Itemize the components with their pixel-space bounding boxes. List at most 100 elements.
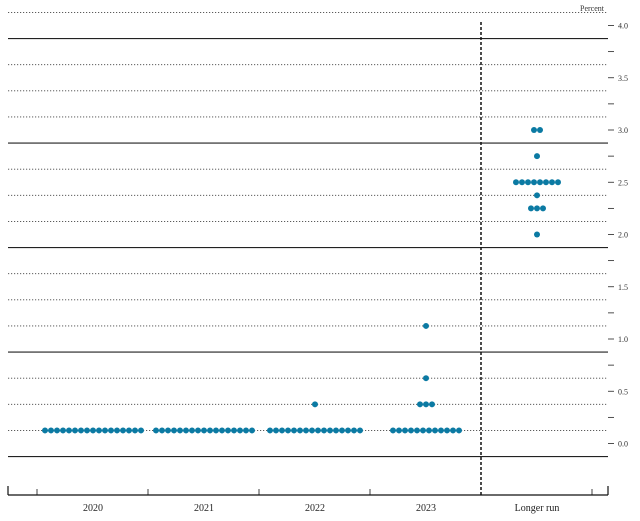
data-dot [534, 231, 540, 238]
data-dot [177, 427, 183, 434]
data-dot [219, 427, 225, 434]
data-dot [285, 427, 291, 434]
data-dot [534, 192, 540, 199]
category-labels: 2020 2021 2022 2023 Longer run [83, 503, 559, 514]
data-dot [90, 427, 96, 434]
data-dot [126, 427, 132, 434]
data-dot [96, 427, 102, 434]
data-dot [549, 179, 555, 186]
data-dot [231, 427, 237, 434]
data-dot [519, 179, 525, 186]
data-dot [534, 205, 540, 212]
data-dot [297, 427, 303, 434]
data-dot [267, 427, 273, 434]
data-dot [555, 179, 561, 186]
data-dot [72, 427, 78, 434]
y-tick-label: 1.5 [618, 283, 628, 292]
data-dot [108, 427, 114, 434]
category-label: 2021 [194, 503, 214, 514]
data-dot [339, 427, 345, 434]
y-tick-labels: 4.0 3.5 3.0 2.5 2.0 1.5 1.0 0.5 0.0 [618, 22, 628, 449]
data-dot [432, 427, 438, 434]
data-dot [102, 427, 108, 434]
data-dot [78, 427, 84, 434]
data-dot [543, 179, 549, 186]
y-tick-label: 1.0 [618, 335, 628, 344]
y-tick-label: 2.5 [618, 178, 628, 187]
category-label: 2023 [416, 503, 436, 514]
data-dot [351, 427, 357, 434]
data-dot [540, 205, 546, 212]
y-tick-label: 0.5 [618, 387, 628, 396]
data-dot [165, 427, 171, 434]
data-dot [303, 427, 309, 434]
data-dot [390, 427, 396, 434]
data-dot [189, 427, 195, 434]
data-dot [345, 427, 351, 434]
data-dot [429, 401, 435, 408]
data-dot [54, 427, 60, 434]
data-dot [414, 427, 420, 434]
data-dot [423, 401, 429, 408]
y-tick-label: 0.0 [618, 440, 628, 449]
data-dot [537, 179, 543, 186]
y-tick-label: 3.0 [618, 126, 628, 135]
data-dot [138, 427, 144, 434]
data-dot [132, 427, 138, 434]
data-dot [408, 427, 414, 434]
data-dot [114, 427, 120, 434]
data-dot [309, 427, 315, 434]
data-dot [201, 427, 207, 434]
data-dot [84, 427, 90, 434]
data-dot [66, 427, 72, 434]
data-dot [525, 179, 531, 186]
data-dot [438, 427, 444, 434]
data-dot [195, 427, 201, 434]
data-dot [423, 322, 429, 329]
data-dot [225, 427, 231, 434]
data-dot [171, 427, 177, 434]
data-dot [120, 427, 126, 434]
data-dot [279, 427, 285, 434]
data-dot [315, 427, 321, 434]
data-dots [42, 127, 561, 434]
unit-label: Percent [580, 4, 605, 13]
data-dot [273, 427, 279, 434]
data-dot [402, 427, 408, 434]
data-dot [312, 401, 318, 408]
data-dot [426, 427, 432, 434]
data-dot [183, 427, 189, 434]
data-dot [321, 427, 327, 434]
data-dot [534, 153, 540, 160]
data-dot [528, 205, 534, 212]
y-tick-label: 3.5 [618, 74, 628, 83]
data-dot [333, 427, 339, 434]
data-dot [291, 427, 297, 434]
data-dot [243, 427, 249, 434]
data-dot [48, 427, 54, 434]
data-dot [159, 427, 165, 434]
data-dot [456, 427, 462, 434]
data-dot [327, 427, 333, 434]
data-dot [417, 401, 423, 408]
category-label: 2020 [83, 503, 103, 514]
y-tick-label: 2.0 [618, 231, 628, 240]
data-dot [237, 427, 243, 434]
data-dot [153, 427, 159, 434]
data-dot [450, 427, 456, 434]
data-dot [531, 127, 537, 133]
gridlines [8, 12, 614, 495]
data-dot [531, 179, 537, 186]
x-axis [7, 486, 609, 496]
data-dot [396, 427, 402, 434]
data-dot [42, 427, 48, 434]
data-dot [249, 427, 255, 434]
data-dot [537, 127, 543, 133]
category-label: Longer run [515, 503, 560, 514]
data-dot [513, 179, 519, 186]
data-dot [420, 427, 426, 434]
category-label: 2022 [305, 503, 325, 514]
data-dot [213, 427, 219, 434]
data-dot [444, 427, 450, 434]
